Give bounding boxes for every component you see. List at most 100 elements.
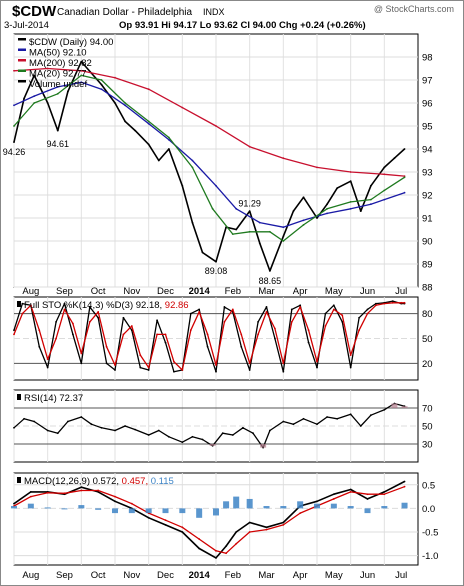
data-point-d [231,308,234,311]
data-point-d [72,322,74,325]
data-point-macd [225,545,228,548]
data-point-d [13,333,15,336]
data-point-signal [80,489,83,492]
data-point-price [215,260,217,263]
data-point-signal [130,502,133,505]
data-point-price [326,203,328,206]
y-tick-label: -1.0 [422,551,438,562]
data-point-price [393,157,396,160]
data-point-ma20 [100,79,103,81]
data-point-rsi [46,429,49,432]
watermark: @ StockCharts.com [374,4,454,14]
data-point-ma50 [147,122,150,125]
data-point-rsi [231,434,234,436]
data-point-k [156,319,158,322]
x-tick-label: Mar [258,286,274,297]
data-point-k [307,341,310,344]
price-annotation: 94.26 [3,147,26,157]
data-point-price [124,120,126,123]
legend-swatch [17,477,21,483]
data-point-ma20 [147,120,150,123]
data-point-ma20 [268,230,271,233]
panel-legend: RSI(14) 72.37 [24,393,83,404]
data-point-k [38,345,41,348]
data-point-rsi [336,417,339,420]
y-tick-label: 96 [422,99,433,110]
data-point-k [290,308,293,311]
data-point-d [215,364,217,366]
data-point-k [139,366,142,369]
data-point-rsi [23,417,25,420]
data-point-d [29,304,32,307]
data-point-ma50 [403,191,406,194]
data-point-price [349,180,352,183]
data-point-d [206,333,209,336]
price-annotation: 89.08 [205,266,228,276]
data-point-k [324,312,327,315]
x-tick-label: Jul [395,570,407,581]
data-point-ma20 [369,198,372,201]
data-point-k [88,306,91,308]
data-point-ma200 [80,69,83,72]
x-tick-label: Feb [225,286,241,297]
histogram-bar [78,505,85,509]
data-point-rsi [90,423,93,426]
data-point-price [13,141,15,144]
histogram-bar [223,501,230,509]
data-point-signal [235,542,238,545]
y-tick-label: 88 [422,283,433,294]
data-point-rsi [292,423,295,426]
data-point-k [122,316,125,319]
y-tick-label: 92 [422,191,433,202]
x-tick-label: Oct [91,286,106,297]
data-point-signal [63,492,66,495]
x-tick-label: Sep [56,286,73,297]
data-point-macd [164,523,167,526]
data-point-ma50 [13,104,15,107]
histogram-bar [95,508,102,510]
data-point-k [13,329,15,332]
data-point-price [167,148,170,150]
quote-date: 3-Jul-2014 [4,20,49,31]
data-point-k [215,370,217,373]
legend-label: MA(50) 92.10 [29,48,87,59]
data-point-price [100,83,103,86]
x-tick-label: May [325,286,343,297]
price-annotation: 88.65 [259,276,282,286]
data-point-price [403,148,406,150]
x-tick-label: Dec [157,286,174,297]
data-point-price [359,210,362,213]
data-point-macd [147,516,150,519]
data-point-ma20 [302,224,305,226]
data-point-price [33,74,36,77]
data-point-ma50 [80,81,83,84]
data-point-d [147,366,150,369]
data-point-price [258,242,261,245]
data-point-rsi [268,429,271,432]
data-point-ma20 [231,233,234,236]
data-point-d [46,358,49,361]
data-point-k [114,369,116,371]
data-point-signal [349,490,352,493]
histogram-bar [61,508,68,510]
rsi-fill [209,444,216,446]
data-point-k [72,333,74,336]
data-point-d [223,321,226,323]
data-point-k [358,316,360,319]
data-point-signal [114,495,116,498]
data-point-macd [265,526,268,529]
histogram-bar [347,506,354,509]
data-point-rsi [181,441,184,444]
data-point-k [366,308,369,311]
data-point-ma200 [282,157,285,160]
data-point-d [198,311,201,313]
data-point-ma50 [349,207,352,210]
data-point-ma200 [46,67,49,70]
data-point-rsi [13,426,15,429]
x-tick-label: Oct [91,570,106,581]
legend-label: 0.457, [119,476,148,487]
legend-swatch [18,69,26,72]
data-point-ma20 [33,102,36,104]
data-point-ma20 [80,74,83,77]
data-point-ma50 [33,95,36,97]
